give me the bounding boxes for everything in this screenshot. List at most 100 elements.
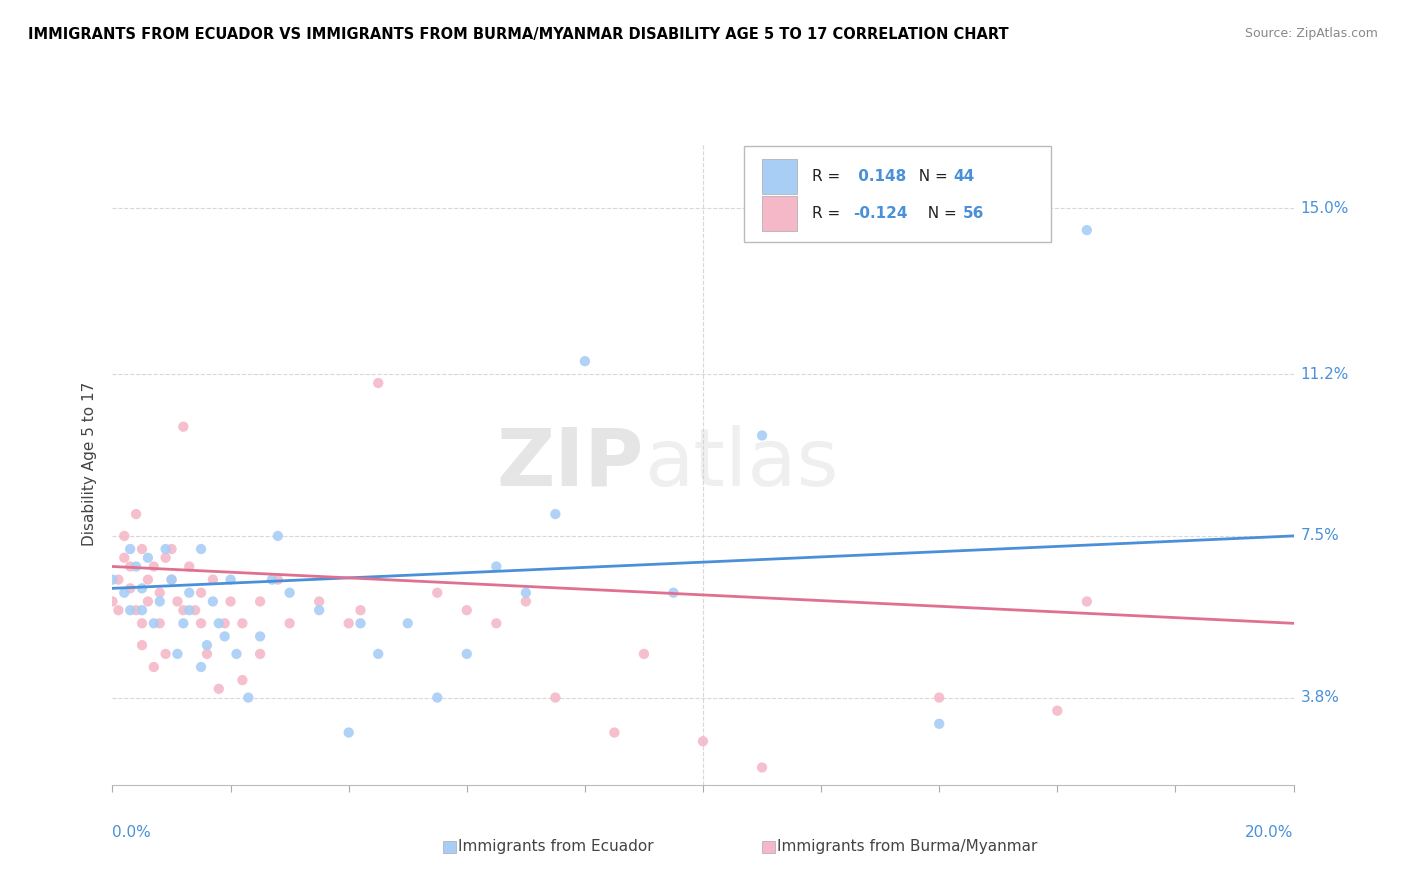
Point [142, 660, 165, 674]
Point [136, 573, 159, 587]
Point [107, 603, 129, 617]
Point [149, 585, 172, 599]
Point [120, 542, 142, 557]
Point [249, 647, 271, 661]
Point [1076, 594, 1098, 608]
Point [142, 616, 165, 631]
Point [396, 616, 419, 631]
Point [179, 585, 201, 599]
Point [456, 647, 478, 661]
Point [155, 647, 177, 661]
Point [101, 594, 124, 608]
Bar [762, 159, 797, 194]
Text: 20.0%: 20.0% [1246, 825, 1294, 840]
Point [195, 647, 218, 661]
Point [238, 690, 260, 705]
Point [179, 603, 201, 617]
Bar [762, 196, 797, 231]
Point [190, 542, 212, 557]
Point [515, 594, 537, 608]
Point [120, 603, 142, 617]
Point [201, 594, 224, 608]
Text: atlas: atlas [644, 425, 838, 503]
Point [692, 734, 714, 748]
Point [751, 428, 773, 442]
Point [131, 638, 153, 652]
Point [172, 616, 194, 631]
Point [190, 585, 212, 599]
Point [337, 725, 360, 739]
Point [249, 629, 271, 643]
Point [131, 542, 153, 557]
Point [125, 603, 148, 617]
Text: Source: ZipAtlas.com: Source: ZipAtlas.com [1244, 27, 1378, 40]
Point [179, 559, 201, 574]
Point [485, 616, 508, 631]
Point [120, 582, 142, 596]
Text: 15.0%: 15.0% [1301, 201, 1348, 216]
Point [190, 660, 212, 674]
Point [125, 507, 148, 521]
Text: 3.8%: 3.8% [1301, 690, 1340, 705]
Point [278, 585, 301, 599]
Point [267, 529, 290, 543]
Point [751, 760, 773, 774]
Point [160, 573, 183, 587]
Point [308, 594, 330, 608]
Point [928, 716, 950, 731]
Text: ZIP: ZIP [496, 425, 644, 503]
Text: N =: N = [908, 169, 952, 184]
Point [172, 419, 194, 434]
Point [544, 507, 567, 521]
Point [112, 550, 135, 565]
Point [231, 673, 253, 687]
Point [149, 594, 172, 608]
Point [149, 616, 172, 631]
Point [278, 616, 301, 631]
Point [267, 573, 290, 587]
Point [603, 725, 626, 739]
Point [225, 647, 247, 661]
Point [214, 616, 236, 631]
Point [107, 573, 129, 587]
Text: 0.148: 0.148 [853, 169, 907, 184]
Text: R =: R = [811, 169, 845, 184]
Point [112, 585, 135, 599]
Point [131, 616, 153, 631]
Point [155, 542, 177, 557]
Point [426, 690, 449, 705]
Point [544, 690, 567, 705]
FancyBboxPatch shape [744, 146, 1052, 243]
Y-axis label: Disability Age 5 to 17: Disability Age 5 to 17 [82, 382, 97, 546]
Point [208, 681, 231, 696]
Point [101, 573, 124, 587]
Point [515, 585, 537, 599]
Point [184, 603, 207, 617]
Text: 56: 56 [963, 206, 984, 221]
Point [456, 603, 478, 617]
Point [349, 616, 371, 631]
Point [260, 573, 283, 587]
Point [160, 573, 183, 587]
Text: 44: 44 [953, 169, 974, 184]
Point [633, 647, 655, 661]
Text: R =: R = [811, 206, 845, 221]
Point [172, 603, 194, 617]
Point [662, 585, 685, 599]
Text: N =: N = [918, 206, 962, 221]
Point [125, 559, 148, 574]
Point [112, 529, 135, 543]
Point [190, 616, 212, 631]
Text: Immigrants from Burma/Myanmar: Immigrants from Burma/Myanmar [776, 839, 1038, 854]
Point [131, 603, 153, 617]
Text: 7.5%: 7.5% [1301, 528, 1340, 543]
Point [349, 603, 371, 617]
Point [928, 690, 950, 705]
Text: IMMIGRANTS FROM ECUADOR VS IMMIGRANTS FROM BURMA/MYANMAR DISABILITY AGE 5 TO 17 : IMMIGRANTS FROM ECUADOR VS IMMIGRANTS FR… [28, 27, 1008, 42]
Text: 11.2%: 11.2% [1301, 367, 1348, 382]
Point [131, 582, 153, 596]
Point [337, 616, 360, 631]
Point [367, 376, 389, 390]
Point [160, 542, 183, 557]
Point [136, 594, 159, 608]
